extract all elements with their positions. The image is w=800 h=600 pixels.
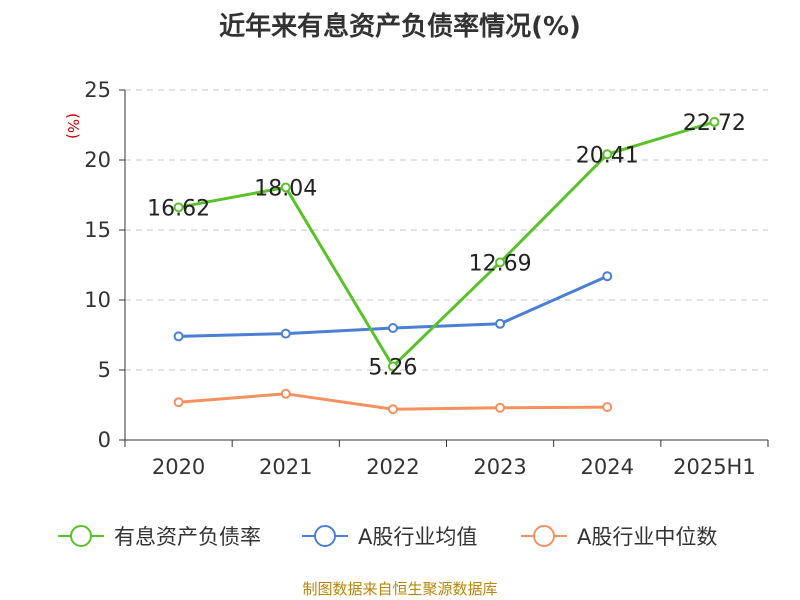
data-point bbox=[602, 271, 613, 282]
data-point bbox=[495, 257, 506, 268]
legend-marker bbox=[533, 525, 555, 547]
data-point bbox=[387, 404, 398, 415]
y-unit-label: (%) bbox=[64, 113, 82, 139]
data-point bbox=[173, 397, 184, 408]
series-line bbox=[178, 120, 715, 368]
data-label: 16.62 bbox=[147, 196, 210, 221]
data-point bbox=[387, 323, 398, 333]
grid-lines bbox=[125, 89, 768, 371]
legend-marker bbox=[314, 525, 336, 547]
chart-title: 近年来有息资产负债率情况(%) bbox=[219, 12, 581, 42]
data-labels: 16.62 18.04 5.26 12.69 20.41 22.72 bbox=[147, 111, 746, 380]
data-point bbox=[173, 331, 184, 342]
x-tick-label: 2021 bbox=[259, 455, 312, 479]
data-point bbox=[602, 149, 613, 160]
legend-label: A股行业中位数 bbox=[577, 525, 717, 549]
data-point bbox=[280, 328, 291, 339]
series-lines bbox=[173, 116, 720, 415]
axes: 0 5 10 15 20 25(%) 2020 2021 2022 2023 2024 2025H1 bbox=[64, 78, 769, 479]
data-label: 20.41 bbox=[576, 143, 639, 168]
y-tick-label: 10 bbox=[84, 288, 111, 312]
x-tick-label: 2023 bbox=[473, 455, 526, 479]
data-point bbox=[280, 388, 291, 399]
y-tick-label: 0 bbox=[98, 428, 111, 452]
x-tick-label: 2022 bbox=[366, 455, 419, 479]
data-label: 12.69 bbox=[469, 251, 532, 276]
data-label: 22.72 bbox=[683, 111, 746, 136]
legend-marker bbox=[70, 525, 92, 547]
x-tick-label: 2020 bbox=[152, 455, 205, 479]
data-point bbox=[709, 116, 720, 127]
legend: 有息资产负债率 A股行业均值 A股行业中位数 bbox=[58, 525, 717, 549]
data-point bbox=[173, 202, 184, 213]
x-tick-label: 2024 bbox=[581, 455, 634, 479]
data-label: 18.04 bbox=[254, 176, 317, 201]
data-label: 5.26 bbox=[368, 355, 417, 380]
data-point bbox=[387, 361, 398, 372]
y-tick-label: 25 bbox=[84, 78, 111, 102]
data-point bbox=[495, 318, 506, 329]
data-point bbox=[495, 402, 506, 413]
x-tick-label: 2025H1 bbox=[673, 455, 756, 479]
y-tick-label: 5 bbox=[98, 358, 111, 382]
legend-label: 有息资产负债率 bbox=[114, 525, 261, 549]
legend-label: A股行业均值 bbox=[358, 525, 477, 549]
data-point bbox=[280, 182, 291, 193]
data-point bbox=[602, 402, 613, 413]
source-footer: 制图数据来自恒生聚源数据库 bbox=[302, 580, 498, 598]
y-tick-label: 15 bbox=[84, 218, 111, 242]
y-tick-label: 20 bbox=[84, 148, 111, 172]
